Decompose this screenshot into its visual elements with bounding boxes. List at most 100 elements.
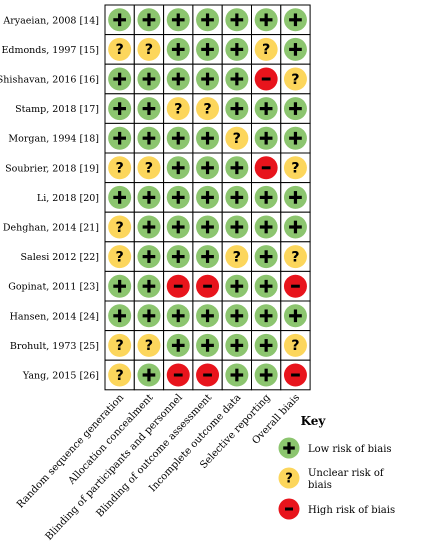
rating-low-icon: [225, 304, 249, 328]
svg-text:?: ?: [145, 161, 153, 177]
rating-low-icon: [283, 185, 307, 209]
rating-low-icon: [196, 8, 220, 32]
rating-low-icon: [166, 67, 190, 91]
rating-unclear-icon: ?: [108, 245, 132, 269]
rating-low-icon: [283, 37, 307, 61]
rating-high-icon: [283, 363, 307, 387]
svg-text:?: ?: [291, 249, 299, 265]
rating-low-icon: [137, 245, 161, 269]
rating-unclear-icon: ?: [137, 37, 161, 61]
rating-low-icon: [225, 363, 249, 387]
key-title: Key: [301, 414, 327, 428]
rating-unclear-icon: ?: [283, 333, 307, 357]
rating-low-icon: [283, 97, 307, 121]
rating-high-icon: [254, 156, 278, 180]
domain-label: Random sequence generation: [15, 392, 127, 511]
study-label: Brohult, 1973 [25]: [10, 341, 99, 352]
svg-text:?: ?: [115, 249, 123, 265]
rating-low-icon: [254, 185, 278, 209]
key-high-icon: [278, 498, 300, 520]
rating-low-icon: [196, 156, 220, 180]
rating-low-icon: [166, 156, 190, 180]
rating-unclear-icon: ?: [166, 97, 190, 121]
rating-low-icon: [225, 185, 249, 209]
svg-text:?: ?: [115, 42, 123, 58]
rating-high-icon: [196, 363, 220, 387]
rating-low-icon: [196, 304, 220, 328]
rating-unclear-icon: ?: [108, 215, 132, 239]
key-label: biais: [308, 480, 332, 491]
rating-low-icon: [108, 97, 132, 121]
rating-low-icon: [108, 8, 132, 32]
rating-low-icon: [166, 37, 190, 61]
svg-text:?: ?: [145, 42, 153, 58]
rating-high-icon: [254, 67, 278, 91]
rating-low-icon: [196, 37, 220, 61]
rating-low-icon: [108, 274, 132, 298]
rating-low-icon: [196, 126, 220, 150]
study-label: Yang, 2015 [26]: [22, 371, 99, 382]
study-labels: Aryaeian, 2008 [14] Edmonds, 1997 [15] Shi…: [0, 15, 99, 381]
key-label: Low risk of biais: [308, 444, 392, 455]
rating-low-icon: [196, 245, 220, 269]
rating-high-icon: [166, 274, 190, 298]
study-label: Li, 2018 [20]: [37, 193, 99, 204]
study-label: Gopinat, 2011 [23]: [8, 282, 99, 293]
rating-low-icon: [108, 304, 132, 328]
rating-low-icon: [137, 215, 161, 239]
rating-low-icon: [166, 304, 190, 328]
svg-text:?: ?: [285, 471, 293, 486]
rating-low-icon: [196, 185, 220, 209]
study-label: Dehghan, 2014 [21]: [3, 223, 99, 234]
rating-low-icon: [283, 215, 307, 239]
rating-unclear-icon: ?: [225, 245, 249, 269]
rating-unclear-icon: ?: [108, 37, 132, 61]
svg-text:?: ?: [115, 338, 123, 354]
rating-low-icon: [254, 245, 278, 269]
rating-low-icon: [108, 67, 132, 91]
rating-low-icon: [137, 304, 161, 328]
rating-low-icon: [166, 8, 190, 32]
rating-low-icon: [254, 215, 278, 239]
rating-low-icon: [166, 185, 190, 209]
rating-low-icon: [254, 97, 278, 121]
rating-low-icon: [196, 215, 220, 239]
rating-low-icon: [225, 37, 249, 61]
study-label: Edmonds, 1997 [15]: [1, 45, 99, 56]
rating-low-icon: [137, 67, 161, 91]
rating-low-icon: [254, 304, 278, 328]
svg-text:?: ?: [174, 101, 182, 117]
rating-low-icon: [225, 215, 249, 239]
svg-text:?: ?: [291, 72, 299, 88]
rating-low-icon: [137, 97, 161, 121]
svg-text:?: ?: [233, 131, 241, 147]
rating-low-icon: [137, 274, 161, 298]
rating-low-icon: [283, 304, 307, 328]
rating-low-icon: [254, 126, 278, 150]
rating-low-icon: [254, 333, 278, 357]
rating-unclear-icon: ?: [283, 67, 307, 91]
rating-unclear-icon: ?: [108, 156, 132, 180]
svg-text:?: ?: [115, 161, 123, 177]
rating-low-icon: [225, 67, 249, 91]
rating-unclear-icon: ?: [196, 97, 220, 121]
rating-low-icon: [225, 8, 249, 32]
rating-unclear-icon: ?: [137, 333, 161, 357]
key-legend: Key Low risk of biais? Unclear risk ofbia…: [278, 414, 395, 520]
svg-text:?: ?: [203, 101, 211, 117]
study-label: Aryaeian, 2008 [14]: [2, 15, 99, 26]
study-label: Salesi 2012 [22]: [21, 252, 99, 263]
study-label: Soubrier, 2018 [19]: [5, 163, 99, 174]
rating-low-icon: [108, 185, 132, 209]
rating-unclear-icon: ?: [108, 333, 132, 357]
rating-low-icon: [137, 126, 161, 150]
rating-low-icon: [166, 333, 190, 357]
rating-low-icon: [225, 97, 249, 121]
svg-text:?: ?: [233, 249, 241, 265]
key-label: High risk of biais: [308, 505, 395, 516]
rating-low-icon: [254, 274, 278, 298]
svg-text:?: ?: [291, 338, 299, 354]
rating-low-icon: [137, 8, 161, 32]
